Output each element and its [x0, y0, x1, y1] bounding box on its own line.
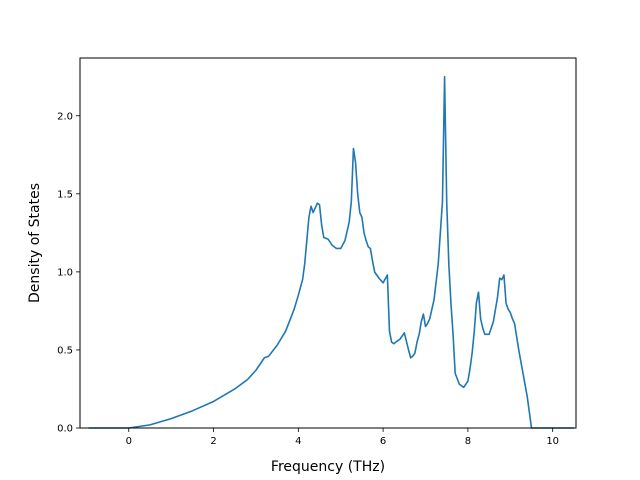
y-axis-ticks: 0.0 0.5 1.0 1.5 2.0 [57, 111, 80, 435]
x-tick-label: 0 [126, 436, 132, 447]
y-tick-label: 0.0 [57, 424, 73, 435]
y-tick-label: 2.0 [57, 111, 73, 122]
x-tick-label: 8 [465, 436, 471, 447]
x-axis-label: Frequency (THz) [271, 459, 385, 475]
x-tick-label: 2 [210, 436, 216, 447]
x-tick-label: 4 [295, 436, 301, 447]
plot-area-frame [79, 57, 577, 429]
dos-series-line [88, 75, 574, 429]
x-tick-label: 6 [380, 436, 386, 447]
y-axis-label: Density of States [27, 183, 43, 303]
y-tick-label: 1.0 [57, 267, 73, 278]
plot-area-background [80, 58, 576, 428]
x-axis-ticks: 0 2 4 6 8 10 [126, 428, 559, 447]
chart-marks [88, 75, 574, 429]
y-tick-label: 1.5 [57, 189, 73, 200]
x-tick-label: 10 [546, 436, 559, 447]
y-tick-label: 0.5 [57, 345, 73, 356]
